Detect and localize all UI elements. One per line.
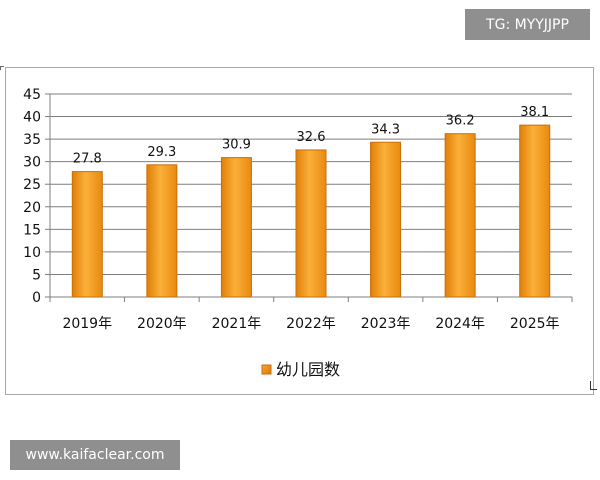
y-tick-label: 45 [23, 87, 41, 103]
y-tick-label: 15 [23, 222, 41, 238]
data-label: 27.8 [73, 152, 102, 167]
watermark-top-right: TG: MYYJJPP [465, 9, 590, 40]
y-tick-label: 5 [32, 267, 41, 283]
y-tick-label: 25 [23, 177, 41, 193]
data-label: 34.3 [371, 122, 400, 137]
axes: 0 5 10 15 20 25 30 35 40 45 2019年 2020年 2021年 2022年 20… [23, 87, 573, 332]
bar [444, 133, 476, 298]
y-tick-label: 35 [23, 132, 41, 148]
data-label: 36.2 [446, 114, 475, 129]
x-tick-label: 2025年 [510, 316, 560, 332]
legend: 幼儿园数 [261, 360, 340, 379]
legend-label: 幼儿园数 [276, 360, 340, 379]
bar [519, 124, 551, 298]
bar [370, 141, 402, 298]
x-tick-label: 2023年 [361, 316, 411, 332]
data-label: 30.9 [222, 138, 251, 153]
data-label: 38.1 [520, 105, 549, 120]
y-tick-label: 0 [32, 290, 41, 306]
bar [220, 157, 252, 298]
frame-corner-tick [590, 381, 597, 390]
bar [146, 164, 178, 298]
data-label: 32.6 [297, 130, 326, 145]
y-tick-label: 10 [23, 245, 41, 261]
x-tick-label: 2020年 [137, 316, 187, 332]
legend-swatch [261, 364, 272, 375]
y-tick-label: 40 [23, 110, 41, 126]
x-tick-label: 2021年 [212, 316, 262, 332]
data-label: 29.3 [147, 145, 176, 160]
x-tick-label: 2022年 [286, 316, 336, 332]
frame-corner-mark [0, 66, 4, 70]
bar [71, 171, 103, 298]
x-tick-label: 2019年 [62, 316, 112, 332]
bars [71, 124, 551, 298]
watermark-bottom-left: www.kaifaclear.com [10, 440, 180, 470]
bar [295, 149, 327, 298]
y-tick-label: 30 [23, 155, 41, 171]
data-labels: 27.8 29.3 30.9 32.6 34.3 36.2 38.1 [73, 105, 549, 166]
y-tick-label: 20 [23, 200, 41, 216]
x-tick-label: 2024年 [435, 316, 485, 332]
